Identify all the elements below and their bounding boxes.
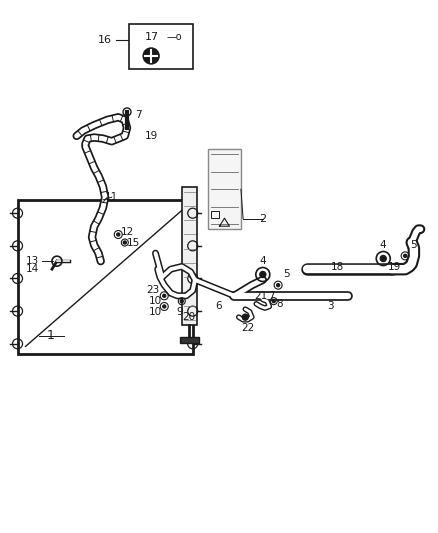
Text: 7: 7: [268, 291, 275, 301]
Text: —o: —o: [166, 33, 182, 42]
Text: 1: 1: [46, 329, 54, 342]
Circle shape: [143, 48, 159, 64]
Circle shape: [277, 284, 279, 287]
Text: 18: 18: [331, 262, 344, 271]
Text: 10: 10: [149, 296, 162, 306]
Text: 13: 13: [26, 256, 39, 266]
Text: 22: 22: [241, 323, 254, 333]
Circle shape: [242, 314, 248, 320]
Circle shape: [272, 300, 275, 303]
Circle shape: [124, 241, 126, 244]
Text: 12: 12: [120, 227, 134, 237]
Text: 14: 14: [26, 264, 39, 274]
Text: 10: 10: [149, 307, 162, 317]
Text: 11: 11: [105, 192, 118, 202]
Text: 5: 5: [410, 240, 417, 250]
Circle shape: [117, 233, 120, 236]
Text: 16: 16: [98, 35, 112, 45]
Text: 6: 6: [215, 302, 223, 311]
Bar: [180, 337, 199, 343]
Text: 8: 8: [276, 299, 283, 309]
Text: 7: 7: [134, 110, 141, 119]
Text: 21: 21: [254, 291, 267, 301]
Text: 4: 4: [259, 256, 266, 266]
Circle shape: [260, 271, 266, 278]
Text: 19: 19: [145, 131, 158, 141]
Text: 9: 9: [176, 307, 183, 317]
Text: 4: 4: [380, 240, 387, 250]
Text: 23: 23: [146, 286, 159, 295]
Circle shape: [163, 305, 166, 308]
Bar: [18, 200, 193, 354]
Text: 3: 3: [327, 302, 334, 311]
Circle shape: [163, 294, 166, 297]
Text: 17: 17: [145, 33, 159, 42]
Circle shape: [180, 300, 183, 303]
Circle shape: [404, 254, 406, 257]
Text: 19: 19: [388, 262, 401, 271]
Bar: [182, 187, 197, 325]
Text: 2: 2: [259, 214, 266, 223]
Bar: [129, 24, 193, 69]
Text: 15: 15: [127, 238, 140, 247]
Bar: [208, 149, 241, 229]
Text: 20: 20: [182, 312, 195, 322]
Bar: [211, 211, 219, 218]
Circle shape: [380, 255, 386, 262]
Text: 5: 5: [283, 270, 290, 279]
